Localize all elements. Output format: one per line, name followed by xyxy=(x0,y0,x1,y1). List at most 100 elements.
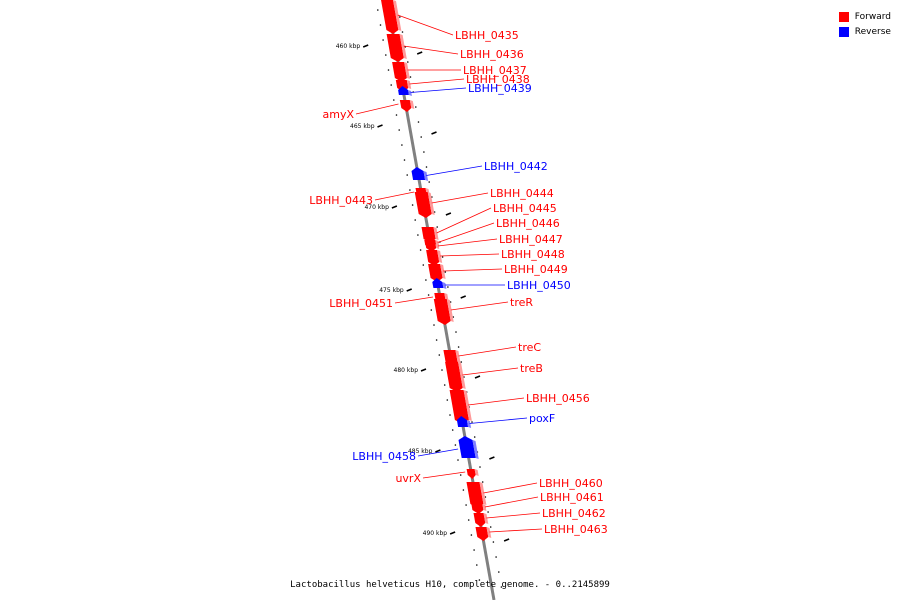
minor-tick-dot xyxy=(430,309,433,311)
gene-arrow[interactable] xyxy=(414,192,432,218)
gene-label[interactable]: LBHH_0438 xyxy=(466,73,530,86)
gene-label[interactable]: poxF xyxy=(529,412,555,425)
minor-tick-dot xyxy=(455,331,457,333)
gene-features xyxy=(381,0,492,541)
gene-label[interactable]: LBHH_0462 xyxy=(542,507,606,520)
gene-arrow[interactable] xyxy=(445,362,463,392)
minor-tick-dot xyxy=(420,136,423,138)
gene-arrow-shade xyxy=(455,350,461,363)
gene-label[interactable]: amyX xyxy=(322,108,354,121)
gene-arrow[interactable] xyxy=(471,504,484,514)
gene-label[interactable]: LBHH_0439 xyxy=(468,82,532,95)
tick-label: 460 kbp xyxy=(336,43,361,50)
tick-label: 485 kbp xyxy=(408,448,433,455)
minor-tick-dot xyxy=(473,436,476,438)
gene-arrow[interactable] xyxy=(428,264,443,282)
gene-label[interactable]: LBHH_0436 xyxy=(460,48,524,61)
minor-tick-dot xyxy=(417,234,419,236)
gene-arrow[interactable] xyxy=(381,0,399,34)
gene-arrow[interactable] xyxy=(466,469,476,479)
minor-tick-dot xyxy=(401,144,403,146)
minor-tick-dot xyxy=(414,219,417,221)
gene-arrow-shade xyxy=(408,90,412,96)
tick-label: 465 kbp xyxy=(350,123,375,130)
gene-arrow[interactable] xyxy=(456,416,469,427)
tick-label: 475 kbp xyxy=(379,287,404,294)
minor-tick-dot xyxy=(451,429,454,431)
gene-label[interactable]: LBHH_0435 xyxy=(455,29,519,42)
gene-label[interactable]: LBHH_0449 xyxy=(504,263,568,276)
gene-label[interactable]: LBHH_0458 xyxy=(352,450,416,463)
gene-label[interactable]: LBHH_0446 xyxy=(496,217,560,230)
gene-label[interactable]: treR xyxy=(510,296,533,309)
gene-arrow-shade xyxy=(437,250,443,263)
major-tick xyxy=(406,288,412,292)
major-tick xyxy=(474,375,481,379)
major-tick xyxy=(420,368,427,372)
minor-tick-dot xyxy=(447,286,449,288)
gene-label[interactable]: LBHH_0447 xyxy=(499,233,563,246)
major-tick xyxy=(435,449,441,453)
minor-tick-dot xyxy=(395,114,398,116)
gene-arrow[interactable] xyxy=(426,250,440,266)
minor-tick-dot xyxy=(478,579,481,581)
minor-tick-dot xyxy=(398,129,401,131)
gene-arrow[interactable] xyxy=(433,299,451,325)
minor-tick-dot xyxy=(379,24,382,26)
gene-arrow[interactable] xyxy=(473,513,486,527)
major-ticks: 460 kbp 465 kbp 470 kbp 475 kbp 480 kbp 485 k… xyxy=(336,43,510,542)
gene-arrow[interactable] xyxy=(399,100,412,112)
minor-tick-dot xyxy=(487,511,489,513)
gene-label[interactable]: LBHH_0442 xyxy=(484,160,548,173)
gene-arrow[interactable] xyxy=(458,436,476,458)
gene-label[interactable]: LBHH_0444 xyxy=(490,187,554,200)
gene-label[interactable]: LBHH_0460 xyxy=(539,477,603,490)
gene-label[interactable]: LBHH_0437 xyxy=(463,64,527,77)
gene-arrow[interactable] xyxy=(392,62,407,82)
gene-arrow[interactable] xyxy=(421,227,436,243)
gene-label[interactable]: LBHH_0461 xyxy=(540,491,604,504)
minor-tick-dot xyxy=(444,271,447,273)
gene-label[interactable]: LBHH_0451 xyxy=(329,297,393,310)
gene-arrow-shade xyxy=(463,390,472,421)
major-tick xyxy=(362,44,369,48)
tick-label: 490 kbp xyxy=(423,530,448,537)
gene-label[interactable]: LBHH_0443 xyxy=(309,194,373,207)
minor-tick-dot xyxy=(476,564,478,566)
gene-label[interactable]: uvrX xyxy=(395,472,421,485)
gene-label[interactable]: LBHH_0463 xyxy=(544,523,608,536)
legend-item-forward: Forward xyxy=(838,9,891,24)
minor-tick-dot xyxy=(409,189,411,191)
label-leader xyxy=(440,253,500,257)
label-leader xyxy=(431,192,489,204)
label-leader xyxy=(403,45,459,55)
minor-tick-dot xyxy=(473,549,475,551)
minor-tick-dot xyxy=(457,346,460,348)
gene-arrow[interactable] xyxy=(398,86,409,95)
minor-tick-dot xyxy=(467,519,470,521)
minor-tick-dot xyxy=(471,421,473,423)
gene-label[interactable]: treB xyxy=(520,362,543,375)
tick-label: 470 kbp xyxy=(364,204,389,211)
gene-arrow-shade xyxy=(440,264,446,279)
gene-label[interactable]: LBHH_0448 xyxy=(501,248,565,261)
map-caption: Lactobacillus helveticus H10, complete g… xyxy=(290,580,610,590)
gene-arrow[interactable] xyxy=(475,527,489,541)
gene-arrow[interactable] xyxy=(411,167,426,180)
gene-arrow[interactable] xyxy=(466,482,484,508)
minor-tick-dot xyxy=(406,174,409,176)
gene-arrow[interactable] xyxy=(449,390,469,424)
gene-label[interactable]: LBHH_0450 xyxy=(507,279,571,292)
gene-arrow-shade xyxy=(427,192,435,215)
gene-label[interactable]: LBHH_0445 xyxy=(493,202,557,215)
gene-arrow[interactable] xyxy=(386,34,404,62)
minor-tick-dot xyxy=(452,316,455,318)
minor-tick-dot xyxy=(382,39,384,41)
gene-label[interactable]: treC xyxy=(518,341,541,354)
gene-label[interactable]: LBHH_0456 xyxy=(526,392,590,405)
minor-tick-dot xyxy=(446,399,449,401)
label-leader xyxy=(410,87,467,93)
minor-ticks xyxy=(377,9,503,588)
gene-arrow[interactable] xyxy=(432,278,444,288)
